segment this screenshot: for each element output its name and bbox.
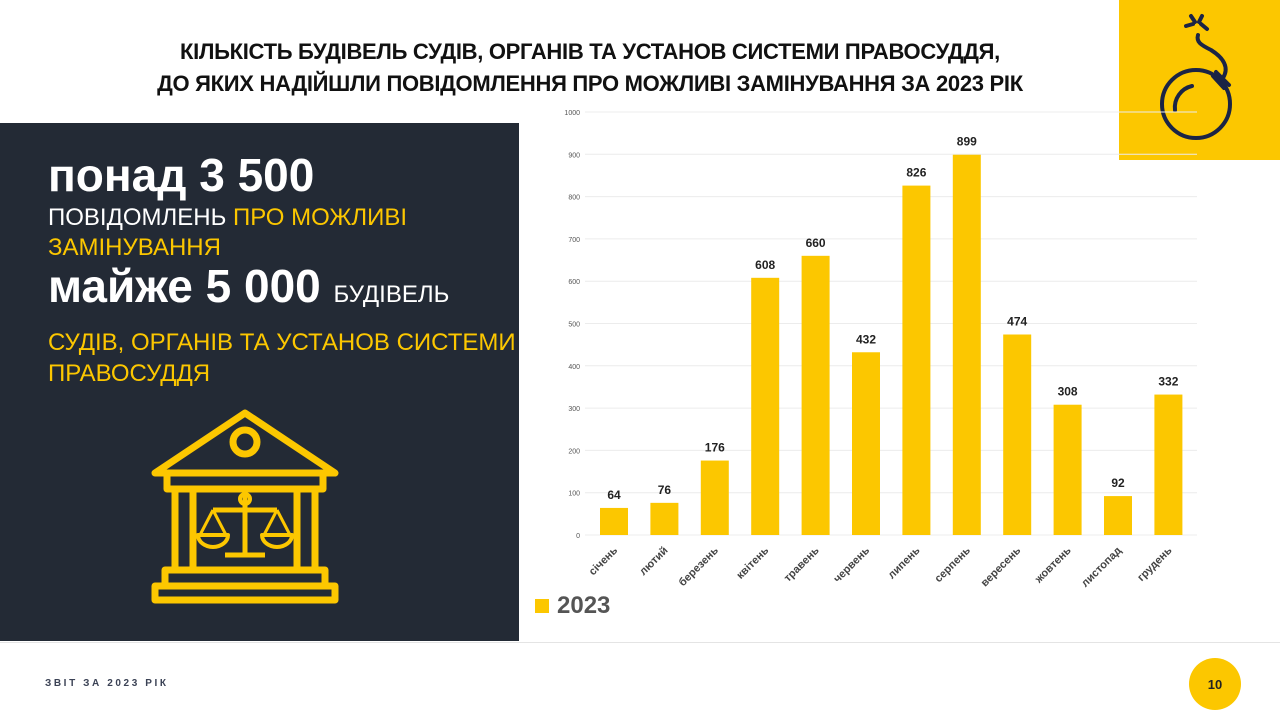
bar (650, 502, 679, 535)
y-tick-label: 100 (568, 491, 580, 498)
x-tick-label: березень (677, 544, 721, 588)
y-tick-label: 700 (568, 237, 580, 244)
title-line-2: ДО ЯКИХ НАДІЙШЛИ ПОВІДОМЛЕННЯ ПРО МОЖЛИВ… (157, 71, 1023, 96)
title-line-1: КІЛЬКІСТЬ БУДІВЕЛЬ СУДІВ, ОРГАНІВ ТА УСТ… (180, 39, 1000, 64)
bar (600, 507, 628, 535)
legend-swatch (535, 599, 549, 613)
legend-label: 2023 (557, 592, 611, 619)
bar-chart: 0 100 200 300 400 500 600 700 800 900 1000 64 січень… (564, 110, 1197, 590)
x-tick-label: лютий (637, 545, 670, 578)
data-label: 92 (1111, 476, 1125, 490)
bar (801, 255, 830, 535)
x-tick-label: грудень (1135, 544, 1174, 583)
x-tick-label: травень (782, 544, 822, 584)
data-label: 826 (906, 166, 926, 180)
x-tick-label: квітень (734, 544, 771, 581)
caption-yellow-4: ПРАВОСУДДЯ (48, 360, 211, 387)
data-label: 608 (755, 258, 775, 272)
data-label: 474 (1007, 314, 1027, 328)
x-tick-label: липень (886, 544, 923, 581)
x-tick-label: червень (832, 544, 873, 585)
data-label: 176 (705, 441, 725, 455)
data-label: 76 (658, 483, 672, 497)
y-tick-label: 1000 (564, 110, 580, 117)
data-label: 660 (806, 236, 826, 250)
y-tick-label: 200 (568, 448, 580, 455)
footer-report: ЗВІТ ЗА 2023 РІК (45, 678, 169, 689)
x-tick-label: жовтень (1032, 544, 1074, 586)
y-tick-label: 900 (568, 152, 580, 159)
legend: 2023 (535, 592, 610, 620)
courthouse-scales-icon (151, 409, 339, 604)
bar (1053, 404, 1082, 535)
caption-white-2: БУДІВЕЛЬ (333, 281, 450, 308)
page-number: 10 (1189, 658, 1241, 710)
bomb-icon-box (1119, 0, 1280, 160)
x-tick-label: січень (587, 544, 620, 577)
data-label: 332 (1158, 375, 1178, 389)
caption-yellow-2: ЗАМІНУВАННЯ (48, 234, 221, 261)
caption-yellow-3: СУДІВ, ОРГАНІВ ТА УСТАНОВ СИСТЕМИ (48, 329, 516, 356)
bomb-icon (1160, 14, 1232, 140)
bar (852, 352, 880, 535)
data-label: 64 (607, 488, 621, 502)
bar (700, 460, 729, 535)
x-tick-label: листопад (1079, 545, 1124, 590)
bar (1154, 394, 1183, 535)
caption-white: ПОВІДОМЛЕНЬ (48, 204, 234, 231)
y-tick-label: 600 (568, 279, 580, 286)
y-tick-label: 300 (568, 406, 580, 413)
x-tick-label: серпень (933, 544, 974, 585)
bar (1003, 334, 1032, 535)
page-title: КІЛЬКІСТЬ БУДІВЕЛЬ СУДІВ, ОРГАНІВ ТА УСТ… (60, 36, 1120, 100)
bar (1104, 496, 1132, 535)
footer-divider (0, 642, 1280, 643)
stat-messages-caption: ПОВІДОМЛЕНЬ ПРО МОЖЛИВІ (48, 203, 407, 233)
bar (751, 277, 780, 535)
bar (952, 154, 981, 535)
data-label: 308 (1058, 385, 1078, 399)
stat-buildings-number: майже 5 000 (48, 260, 334, 312)
data-label: 899 (957, 135, 977, 149)
data-label: 432 (856, 332, 876, 346)
y-tick-label: 0 (576, 533, 580, 540)
y-tick-label: 500 (568, 322, 580, 329)
y-tick-label: 800 (568, 195, 580, 202)
bar (902, 185, 931, 536)
y-tick-label: 400 (568, 364, 580, 371)
stat-buildings: майже 5 000 БУДІВЕЛЬ (48, 263, 450, 310)
x-tick-label: вересень (979, 544, 1024, 589)
caption-yellow: ПРО МОЖЛИВІ (233, 204, 408, 231)
stat-messages: понад 3 500 (48, 149, 315, 201)
